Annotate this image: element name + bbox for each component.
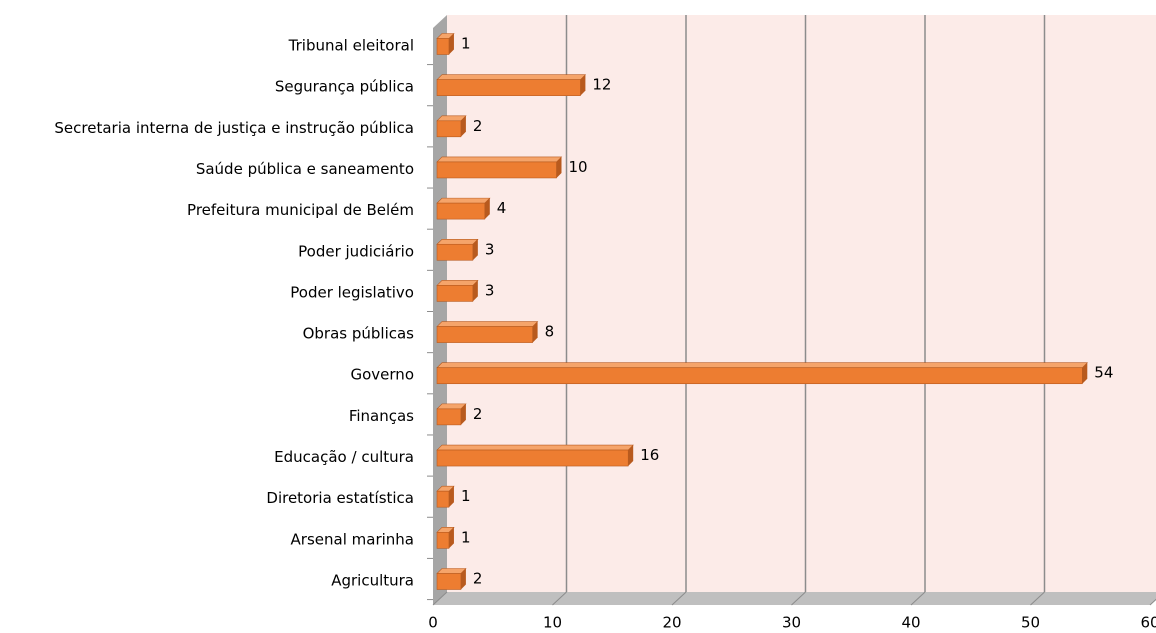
x-tick-label: 30 [782,614,801,632]
bar-side [556,156,562,178]
bar [436,156,563,179]
y-tick-label: Finanças [349,407,414,425]
bar-front [436,532,450,549]
x-tick-label: 20 [662,614,681,632]
bar-front [436,161,557,179]
bar [436,485,455,508]
bar-side [448,33,454,55]
x-tick-label: 60 [1140,614,1156,632]
y-tick-label: Poder judiciário [298,242,414,260]
bar-front [436,243,474,261]
data-label: 8 [545,323,555,341]
data-label: 3 [485,240,495,258]
data-label: 4 [497,199,507,217]
bar-side [1082,362,1088,384]
y-tick-label: Tribunal eleitoral [288,37,414,55]
bar-side [484,198,490,220]
data-label: 1 [461,487,471,505]
x-tick-label: 0 [428,614,438,632]
y-tick-label: Secretaria interna de justiça e instruçã… [54,119,414,137]
y-tick-label: Governo [351,366,415,384]
x-tick-label: 10 [543,614,562,632]
bar-top [436,321,539,327]
data-label: 2 [473,405,483,423]
y-tick-label: Arsenal marinha [291,530,414,548]
floor-tick [1030,591,1045,606]
bar-front [436,202,486,220]
bar [436,321,539,343]
bar-side [580,74,586,96]
y-tick-label: Poder legislativo [290,283,414,301]
side-wall [433,15,447,605]
floor-tick [910,591,926,606]
bar-top [436,74,587,80]
data-label: 54 [1094,364,1113,382]
bar [436,403,467,426]
bar-side [532,321,538,343]
bar-front [436,79,581,96]
bar-front [436,326,533,343]
floor [433,592,1156,605]
bar [436,238,479,261]
bar-side [460,403,466,425]
bar-front [436,408,462,426]
x-tick-label: 40 [901,614,920,632]
y-tick-label: Obras públicas [303,325,415,343]
bar-side [448,486,454,508]
x-tick-label: 50 [1021,614,1040,632]
floor-tick [1149,598,1156,606]
data-label: 2 [473,117,483,135]
bar [436,527,455,549]
floor-tick [552,591,567,606]
y-tick-label: Educação / cultura [274,448,414,466]
bar-top [436,403,467,410]
bar-top [436,568,467,574]
floor-tick [671,591,687,606]
bar [436,33,455,55]
bar [436,568,467,590]
bar [436,74,587,96]
bar-top [436,444,634,451]
bar-side [460,568,466,590]
bar [436,280,479,302]
bar-top [436,238,479,245]
bar-top [436,362,1089,369]
bar-front [436,449,629,467]
bar-side [628,445,634,467]
data-label: 16 [640,446,659,464]
bar-front [436,490,450,508]
data-label: 1 [461,35,471,53]
bar-top [436,280,479,286]
y-tick-label: Saúde pública e saneamento [196,160,414,178]
data-label: 2 [473,570,483,588]
bar-front [436,367,1083,385]
bar-side [472,239,478,261]
y-tick-label: Agricultura [331,572,414,590]
back-wall [447,15,1156,592]
bar-top [436,115,467,122]
bar-side [460,115,466,137]
bar-top [436,156,563,163]
bar-front [436,285,474,302]
data-label: 1 [461,528,471,546]
bar [436,115,467,138]
floor-tick [791,591,806,606]
bar-side [472,280,478,302]
bar-front [436,38,450,55]
bar [436,197,491,220]
y-tick-label: Segurança pública [275,78,414,96]
bar [436,362,1089,385]
bar-front [436,120,462,138]
bar-top [436,197,491,204]
floor-tick [432,591,448,606]
bar-side [448,527,454,549]
data-label: 3 [485,281,495,299]
bar-front [436,573,462,590]
data-label: 12 [592,76,611,94]
y-tick-label: Diretoria estatística [266,489,414,507]
data-label: 10 [569,158,588,176]
bar [436,444,634,467]
y-tick-label: Prefeitura municipal de Belém [187,201,414,219]
